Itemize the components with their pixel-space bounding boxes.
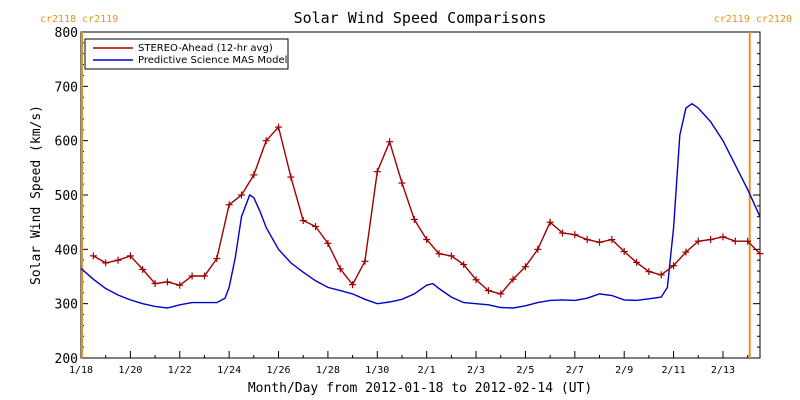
y-tick-label: 700 — [55, 80, 78, 95]
stereo-data-point — [645, 268, 653, 276]
chart-title: Solar Wind Speed Comparisons — [294, 9, 547, 27]
stereo-data-point — [114, 256, 122, 264]
stereo-data-point — [126, 252, 134, 260]
cr-marker-right-label: cr2119 cr2120 — [714, 14, 792, 25]
stereo-data-point — [237, 191, 245, 199]
x-tick-label: 1/28 — [316, 365, 340, 376]
legend-label-model: Predictive Science MAS Model — [138, 55, 287, 66]
stereo-data-point — [151, 280, 159, 288]
y-tick-label: 200 — [55, 352, 78, 367]
stereo-data-point — [299, 217, 307, 225]
stereo-data-point — [287, 173, 295, 181]
x-tick-label: 2/11 — [662, 365, 686, 376]
stereo-data-point — [694, 237, 702, 245]
x-axis: 1/18 1/20 1/22 1/24 1/26 1/28 1/30 2/1 2/3 2/5 2/7… — [69, 351, 749, 376]
stereo-data-point — [410, 215, 418, 223]
stereo-data-point — [497, 290, 505, 298]
x-tick-label: 1/20 — [118, 365, 142, 376]
stereo-data-point — [435, 250, 443, 258]
legend: STEREO-Ahead (12-hr avg) Predictive Scie… — [84, 38, 289, 70]
y-tick-label: 400 — [55, 243, 78, 258]
stereo-data-point — [336, 265, 344, 273]
plot-frame — [80, 31, 761, 359]
legend-box — [84, 38, 289, 70]
stereo-data-point — [349, 281, 357, 289]
stereo-data-point — [534, 245, 542, 253]
x-tick-label: 2/13 — [711, 365, 735, 376]
x-tick-label: 1/18 — [69, 365, 93, 376]
stereo-data-point — [386, 138, 394, 146]
stereo-data-point — [744, 237, 752, 245]
x-tick-label: 2/9 — [615, 365, 633, 376]
x-tick-label: 2/5 — [516, 365, 534, 376]
stereo-data-point — [707, 236, 715, 244]
series-layer — [81, 102, 764, 309]
y-tick-label: 500 — [55, 189, 78, 204]
stereo-data-point — [546, 218, 554, 226]
stereo-data-point — [89, 252, 97, 260]
stereo-data-point — [262, 137, 270, 145]
stereo-data-point — [373, 168, 381, 176]
plot-area — [80, 31, 761, 359]
stereo-data-point — [657, 271, 665, 279]
y-tick-label: 300 — [55, 298, 78, 313]
stereo-data-point — [521, 263, 529, 271]
stereo-data-point — [596, 238, 604, 246]
stereo-data-point — [620, 248, 628, 256]
stereo-data-point — [250, 171, 258, 179]
stereo-data-point — [213, 255, 221, 263]
stereo-data-point — [176, 281, 184, 289]
stereo-data-point — [682, 248, 690, 256]
stereo-data-point — [225, 201, 233, 209]
legend-label-stereo: STEREO-Ahead (12-hr avg) — [138, 43, 273, 54]
stereo-data-point — [163, 278, 171, 286]
stereo-ahead-line — [92, 125, 760, 295]
stereo-data-point — [139, 265, 147, 273]
stereo-data-point — [324, 239, 332, 247]
cr-marker-left-label: cr2118 cr2119 — [40, 14, 118, 25]
carrington-markers — [81, 32, 751, 358]
stereo-data-point — [509, 275, 517, 283]
stereo-data-point — [188, 272, 196, 280]
y-tick-label: 800 — [55, 26, 78, 41]
stereo-data-point — [460, 261, 468, 269]
stereo-data-point — [731, 237, 739, 245]
x-tick-label: 2/1 — [418, 365, 436, 376]
stereo-data-point — [312, 223, 320, 231]
stereo-data-point — [484, 287, 492, 295]
x-tick-label: 2/3 — [467, 365, 485, 376]
stereo-data-point — [756, 250, 764, 258]
x-tick-label: 1/22 — [168, 365, 192, 376]
x-axis-label: Month/Day from 2012-01-18 to 2012-02-14 … — [248, 381, 592, 396]
stereo-data-point — [200, 272, 208, 280]
stereo-data-point — [472, 276, 480, 284]
stereo-data-point — [361, 257, 369, 265]
stereo-data-point — [423, 236, 431, 244]
mas-model-line — [81, 102, 760, 309]
stereo-data-point — [398, 179, 406, 187]
stereo-data-point — [558, 229, 566, 237]
x-tick-label: 1/26 — [266, 365, 290, 376]
stereo-data-point — [275, 123, 283, 131]
x-tick-label: 1/24 — [217, 365, 241, 376]
stereo-data-point — [102, 259, 110, 267]
x-tick-label: 2/7 — [566, 365, 584, 376]
stereo-data-point — [608, 236, 616, 244]
stereo-data-point — [447, 252, 455, 260]
x-tick-label: 1/30 — [365, 365, 389, 376]
y-axis-label: Solar Wind Speed (km/s) — [29, 105, 44, 285]
stereo-data-point — [670, 262, 678, 270]
stereo-data-point — [633, 258, 641, 266]
stereo-data-point — [583, 236, 591, 244]
stereo-data-point — [571, 231, 579, 239]
y-tick-label: 600 — [55, 135, 78, 150]
stereo-data-point — [719, 233, 727, 241]
